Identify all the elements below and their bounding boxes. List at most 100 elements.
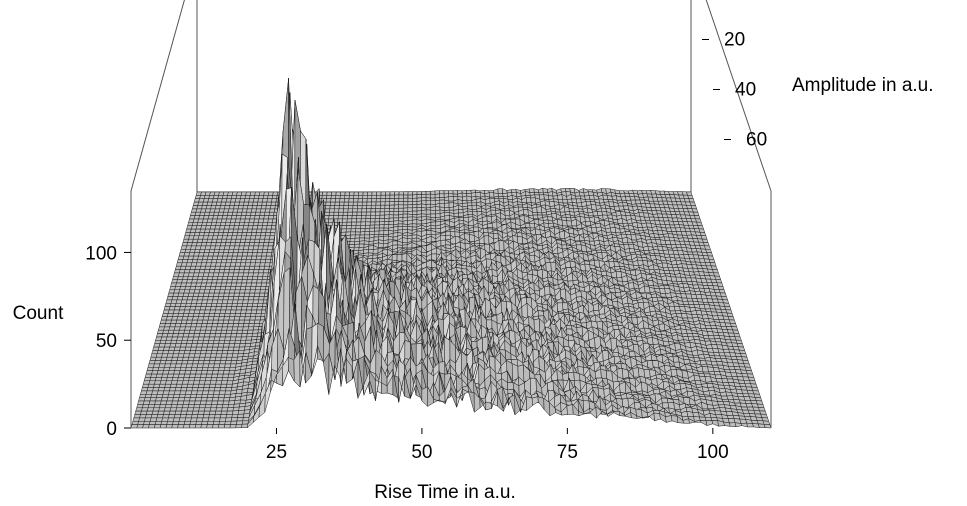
surface-cell: [412, 207, 418, 212]
surface-cell: [236, 279, 243, 284]
surface-cell: [213, 340, 220, 344]
surface-cell: [393, 207, 399, 212]
surface-cell: [357, 195, 364, 199]
surface-cell: [250, 255, 257, 260]
surface-cell: [217, 319, 225, 324]
surface-cell: [214, 265, 221, 270]
surface-cell: [269, 232, 276, 237]
surface-cell: [340, 191, 346, 196]
surface-cell: [402, 223, 408, 227]
surface-cell: [328, 218, 334, 223]
surface-cell: [347, 208, 354, 213]
surface-cell: [707, 255, 715, 260]
surface-cell: [256, 205, 262, 210]
surface-cell: [575, 195, 582, 200]
surface-cell: [266, 252, 273, 257]
surface-cell: [221, 303, 228, 307]
surface-cell: [557, 194, 563, 200]
surface-cell: [258, 218, 264, 223]
surface-cell: [249, 316, 256, 321]
surface-cell: [475, 189, 481, 193]
surface-cell: [361, 205, 368, 210]
surface-cell: [266, 198, 273, 203]
surface-cell: [264, 211, 270, 216]
surface-cell: [391, 254, 398, 261]
surface-cell: [407, 194, 413, 199]
surface-cell: [421, 213, 427, 218]
surface-cell: [339, 198, 345, 203]
surface-cell: [439, 197, 445, 201]
surface-cell: [246, 329, 254, 334]
surface-cell: [256, 252, 263, 257]
surface-cell: [246, 252, 253, 257]
surface-cell: [362, 191, 368, 196]
surface-cell: [238, 292, 245, 297]
surface-cell: [255, 282, 262, 287]
surface-cell: [338, 211, 344, 216]
surface-cell: [201, 343, 209, 348]
surface-cell: [324, 211, 330, 216]
surface-cell: [240, 336, 248, 341]
surface-cell: [239, 289, 246, 294]
surface-cell: [384, 214, 390, 219]
surface-cell: [350, 228, 357, 233]
surface-cell: [384, 217, 390, 222]
surface-cell: [237, 326, 244, 331]
surface-cell: [370, 204, 377, 209]
surface-cell: [231, 303, 238, 307]
surface-cell: [341, 221, 348, 226]
surface-cell: [224, 309, 232, 314]
surface-cell: [380, 204, 386, 209]
surface-cell: [416, 203, 422, 208]
surface-cell: [471, 208, 478, 213]
surface-cell: [239, 343, 246, 348]
surface-cell: [700, 235, 708, 240]
surface-cell: [529, 194, 536, 199]
surface-cell: [218, 289, 226, 294]
surface-cell: [208, 289, 216, 294]
surface-cell: [343, 201, 350, 206]
surface-cell: [258, 265, 265, 270]
surface-cell: [412, 210, 418, 215]
surface-cell: [222, 296, 230, 301]
surface-cell: [341, 228, 347, 233]
surface-cell: [248, 269, 255, 274]
surface-cell: [559, 230, 566, 239]
surface-cell: [360, 215, 367, 220]
surface-cell: [687, 194, 694, 199]
surface-cell: [365, 218, 371, 223]
surface-cell: [253, 323, 260, 328]
surface-cell: [337, 215, 344, 220]
surface-cell: [338, 208, 344, 213]
surface-cell: [402, 210, 409, 215]
surface-cell: [342, 211, 349, 216]
surface-cell: [402, 213, 408, 218]
surface-cell: [375, 201, 381, 206]
surface-cell: [249, 238, 256, 243]
surface-cell: [259, 289, 266, 294]
surface-cell: [363, 240, 370, 245]
surface-cell: [334, 205, 340, 210]
surface-cell: [443, 190, 449, 195]
surface-cell: [517, 236, 523, 245]
surface-cell: [236, 329, 243, 334]
surface-cell: [226, 326, 234, 331]
surface-cell: [350, 234, 356, 239]
surface-cell: [232, 299, 239, 304]
surface-cell: [360, 221, 366, 226]
surface-cell: [356, 215, 362, 220]
surface-cell: [384, 208, 390, 213]
surface-cell: [497, 188, 503, 195]
surface-cell: [236, 252, 244, 257]
surface-cell: [407, 191, 413, 196]
surface-cell: [240, 306, 248, 311]
surface-cell: [425, 209, 432, 215]
surface-cell: [362, 198, 368, 203]
surface-cell: [205, 303, 213, 307]
surface-cell: [448, 202, 454, 208]
surface-cell: [536, 206, 543, 214]
surface-cell: [226, 303, 233, 307]
surface-cell: [243, 269, 250, 274]
surface-cell: [402, 226, 408, 230]
surface-cell: [383, 224, 390, 229]
